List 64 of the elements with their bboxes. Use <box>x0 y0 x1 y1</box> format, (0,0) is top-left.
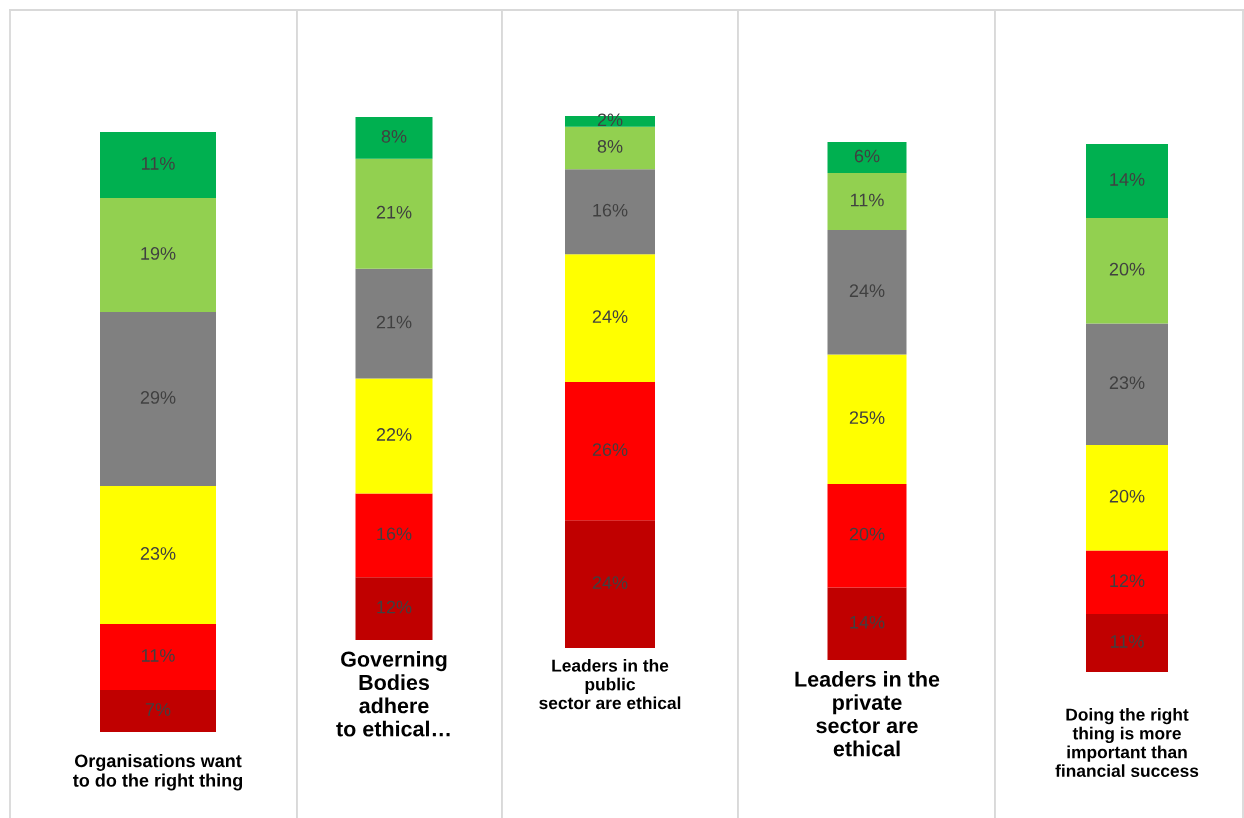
bar <box>565 169 655 255</box>
bar <box>355 268 433 379</box>
data-label: 19% <box>141 247 176 260</box>
data-label: 11% <box>141 649 175 662</box>
data-label: 7% <box>145 703 171 716</box>
bar <box>100 312 216 486</box>
data-label: 14% <box>850 615 885 629</box>
bar <box>355 117 433 159</box>
bar <box>565 126 655 170</box>
data-label: 24% <box>592 576 628 589</box>
bar <box>1086 144 1168 218</box>
data-label: 24% <box>592 310 628 323</box>
data-label: 2% <box>597 113 623 127</box>
bar <box>100 624 216 690</box>
bar <box>1086 550 1168 614</box>
bar <box>827 230 907 355</box>
data-label: 16% <box>377 527 412 541</box>
data-label: 23% <box>140 547 176 560</box>
bar <box>827 587 907 660</box>
data-label: 21% <box>376 205 412 219</box>
data-label: 20% <box>1109 262 1145 276</box>
x-tick-label: Leaders in the public sector are ethical <box>539 659 681 710</box>
data-label: 29% <box>140 391 176 404</box>
data-label: 25% <box>849 411 885 424</box>
bar <box>355 158 433 269</box>
bar <box>100 132 216 198</box>
bar <box>1086 217 1168 324</box>
bar <box>355 493 433 578</box>
data-label: 8% <box>381 129 407 143</box>
bar <box>827 483 907 588</box>
x-tick-label: Governing Bodies adhere to ethical… <box>336 651 450 737</box>
data-label: 12% <box>1110 574 1145 588</box>
data-label: 24% <box>849 284 885 297</box>
x-tick-label: Doing the right thing is more important than financial success <box>1055 708 1199 777</box>
data-label: 14% <box>1110 173 1145 186</box>
bar <box>565 382 655 521</box>
bar <box>355 577 433 640</box>
data-label: 11% <box>1110 635 1144 648</box>
x-tick-label: Leaders in the private sector are ethical <box>795 671 940 757</box>
data-label: 16% <box>593 203 628 217</box>
bar <box>565 520 655 648</box>
data-label: 8% <box>597 139 623 153</box>
data-label: 11% <box>850 193 884 207</box>
x-tick-label: Organisations want to do the right thing <box>72 754 243 791</box>
data-label: 12% <box>377 600 412 614</box>
bar <box>827 142 907 174</box>
bar <box>100 690 216 732</box>
bar <box>827 354 907 484</box>
data-label: 21% <box>376 315 412 329</box>
bar <box>1086 613 1168 672</box>
data-label: 6% <box>854 149 880 163</box>
data-label: 20% <box>1109 489 1145 503</box>
data-label: 22% <box>376 428 412 441</box>
bar <box>565 254 655 382</box>
bar <box>100 198 216 312</box>
data-label: 11% <box>141 157 175 170</box>
bar <box>827 173 907 231</box>
data-label: 20% <box>849 527 885 541</box>
data-label: 23% <box>1109 376 1145 390</box>
bar <box>1086 323 1168 445</box>
data-label: 26% <box>592 443 628 457</box>
bar <box>355 378 433 494</box>
bar <box>100 486 216 624</box>
bar <box>1086 444 1168 551</box>
